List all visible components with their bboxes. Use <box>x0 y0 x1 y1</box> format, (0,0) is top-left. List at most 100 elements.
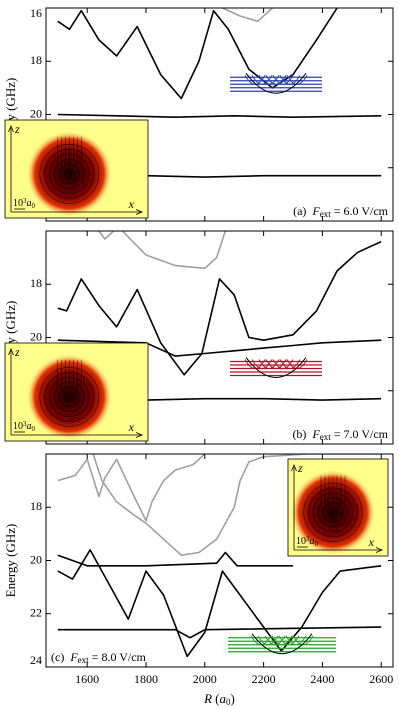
x-tick-label: 2400 <box>310 672 334 686</box>
annotation-symbol: F <box>311 204 320 218</box>
y-tick-label: 18 <box>30 53 42 67</box>
inset-z-label: z <box>14 345 20 359</box>
y-tick-label: 18 <box>30 499 42 513</box>
wave-arc <box>250 635 272 646</box>
wave-arc <box>279 74 301 85</box>
wave-envelope <box>245 357 307 378</box>
inset: z x 103a0 <box>4 119 149 219</box>
curve <box>57 549 382 658</box>
inset-x-arrow <box>135 432 144 438</box>
y-tick-label: 20 <box>30 106 42 120</box>
annotation-subscript: ext <box>78 655 89 665</box>
inset-density <box>26 353 113 441</box>
annotation-prefix: (c) <box>51 650 64 664</box>
wave-arc <box>272 74 294 85</box>
inset-z-label: z <box>297 461 303 475</box>
inset-z-arrow <box>8 124 14 133</box>
plot-lines <box>57 231 382 401</box>
inset-z-arrow <box>8 347 14 356</box>
y-axis-label: Energy (GHz) <box>3 524 18 598</box>
wave-arc <box>278 635 300 646</box>
wavefunction-glyph <box>230 357 322 378</box>
annotation-text: = 8.0 V/cm <box>92 650 147 664</box>
inset-scale-sub: 0 <box>32 425 36 433</box>
wave-arc <box>264 635 286 646</box>
x-label-close: ) <box>230 691 234 706</box>
inset-x-label: x <box>128 197 135 211</box>
inset-scale: 10 <box>13 421 23 432</box>
annotation-subscript: ext <box>320 209 331 219</box>
annotation-symbol: F <box>311 427 320 441</box>
wave-arc <box>257 635 279 646</box>
panel-annotation: (c) Fext = 8.0 V/cm <box>51 650 147 665</box>
x-label-unit: a <box>219 691 226 706</box>
annotation-prefix: (a) <box>293 204 306 218</box>
x-tick-label: 1800 <box>134 672 158 686</box>
panel-annotation: (b) Fext = 7.0 V/cm <box>292 427 388 442</box>
y-tick-label: 20 <box>30 552 42 566</box>
annotation-subscript: ext <box>320 432 331 442</box>
inset-ring <box>64 168 75 180</box>
y-tick-label: 20 <box>30 329 42 343</box>
wave-envelope <box>245 72 307 94</box>
inset-scale: 10 <box>13 198 23 209</box>
x-tick-label: 1600 <box>75 672 99 686</box>
inset-z-label: z <box>14 122 20 136</box>
annotation-text: = 7.0 V/cm <box>334 427 389 441</box>
y-tick-label: 24 <box>30 653 42 667</box>
x-axis-label: R (a0) <box>203 691 235 707</box>
inset-x-label: x <box>368 535 375 549</box>
curve <box>57 551 293 567</box>
inset-scale-unit: a <box>27 421 32 432</box>
curve <box>57 626 382 639</box>
wave-arc <box>251 74 273 85</box>
x-tick-label: 2200 <box>252 672 276 686</box>
wave-arc <box>265 74 287 85</box>
curve <box>222 8 273 23</box>
wave-arc <box>244 74 266 85</box>
y-tick-label: 16 <box>30 6 42 20</box>
wave-arc <box>251 359 273 369</box>
wave-arc <box>258 359 280 369</box>
inset-ring <box>327 507 339 518</box>
wave-arc <box>286 74 308 85</box>
annotation-prefix: (b) <box>292 427 306 441</box>
curve <box>98 231 115 240</box>
panel-annotation: (a) Fext = 6.0 V/cm <box>293 204 389 219</box>
wave-arc <box>279 359 301 369</box>
inset-density <box>290 469 376 556</box>
wave-arc <box>271 635 293 646</box>
wave-arc <box>292 635 314 646</box>
inset-density <box>26 130 113 218</box>
inset-scale-label: 103a0 <box>13 197 36 210</box>
wavefunction-glyph <box>230 72 322 94</box>
annotation-symbol: F <box>69 650 78 664</box>
wave-arc <box>285 635 307 646</box>
x-tick-label: 2000 <box>193 672 217 686</box>
inset-scale-label: 103a0 <box>13 420 36 433</box>
x-label-sub: 0 <box>226 697 231 707</box>
inset-x-arrow <box>375 547 384 553</box>
inset-z-arrow <box>291 463 297 472</box>
inset-scale-unit: a <box>27 198 32 209</box>
wave-arc <box>286 359 308 369</box>
y-tick-label: 22 <box>30 606 42 620</box>
curve <box>121 231 227 270</box>
wave-envelope <box>251 633 313 655</box>
inset-scale-label: 103a0 <box>296 535 319 548</box>
inset-scale-exp: 3 <box>23 420 27 428</box>
x-tick-label: 2600 <box>369 672 393 686</box>
curve <box>57 240 382 376</box>
inset: z x 103a0 <box>4 342 149 442</box>
annotation-text: = 6.0 V/cm <box>334 204 389 218</box>
inset-scale-sub: 0 <box>315 540 319 548</box>
inset-scale: 10 <box>296 536 306 547</box>
x-label-open: ( <box>215 691 219 706</box>
curve <box>57 339 382 357</box>
inset-scale-exp: 3 <box>23 197 27 205</box>
wave-arc <box>265 359 287 369</box>
inset: z x 103a0 <box>287 458 389 557</box>
curve <box>57 454 206 522</box>
inset-x-label: x <box>128 420 135 434</box>
